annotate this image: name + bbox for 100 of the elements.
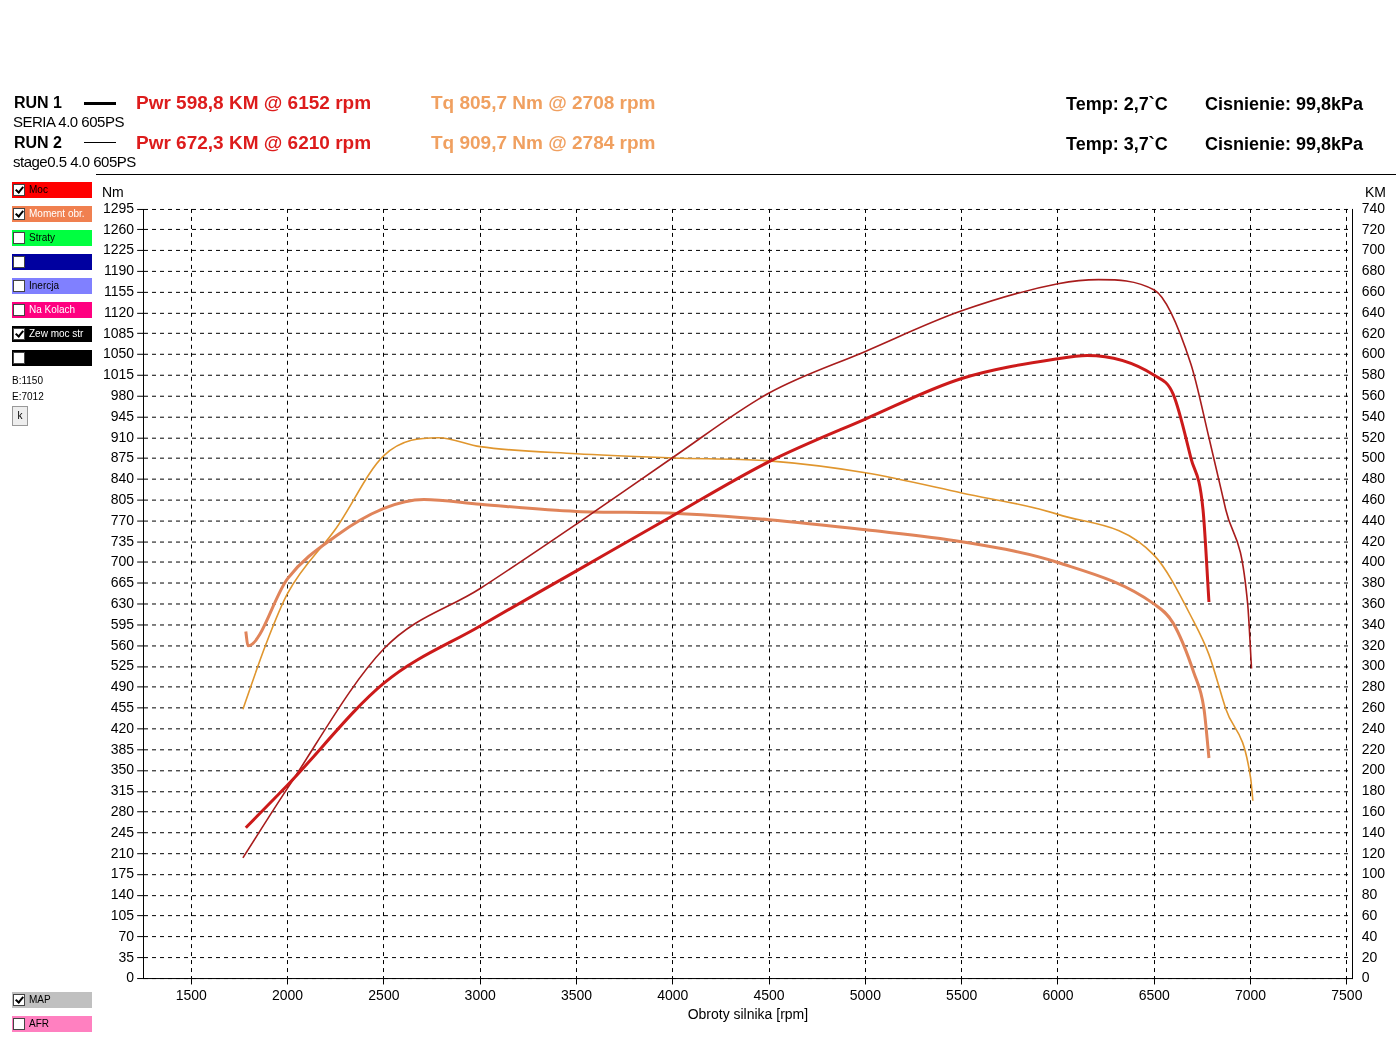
y2-tick-label: 480 <box>1361 470 1386 487</box>
y-tick-label: 875 <box>110 449 135 466</box>
y-tick-label: 245 <box>110 823 135 840</box>
y2-tick-label: 120 <box>1361 844 1386 861</box>
text: Pwr 598,8 KM @ 6152 rpm <box>136 92 372 114</box>
y-tick-label: 1260 <box>103 220 135 237</box>
y-tick-label: 980 <box>110 387 135 403</box>
y-tick-label: 945 <box>110 407 135 424</box>
y-tick-label: 1295 <box>103 199 135 216</box>
x-tick-label: 1500 <box>175 986 208 1003</box>
x-tick-label: 2500 <box>368 986 400 1003</box>
y2-tick-label: 40 <box>1361 927 1378 944</box>
y2-tick-label: 520 <box>1361 428 1386 445</box>
y2-tick-label: 640 <box>1361 303 1386 320</box>
y-tick-label: 175 <box>110 865 135 882</box>
x-tick-label: 4000 <box>657 986 689 1003</box>
y-tick-label: 1050 <box>103 345 135 362</box>
x-tick-label: 2000 <box>272 986 304 1003</box>
y-axis-title: Nm <box>102 183 124 200</box>
y-tick-label: 315 <box>110 782 135 799</box>
y-tick-label: 840 <box>110 470 135 487</box>
y2-tick-label: 660 <box>1361 283 1386 299</box>
y2-tick-label: 500 <box>1361 449 1386 466</box>
text: RUN 1 <box>14 94 63 112</box>
text: Na Kolach <box>29 304 76 315</box>
y2-tick-label: 620 <box>1361 324 1386 341</box>
y2-tick-label: 560 <box>1361 387 1386 403</box>
x-axis-title: Obroty silnika [rpm] <box>687 1006 809 1023</box>
x-tick-label: 3000 <box>464 986 496 1003</box>
x-tick-label: 7500 <box>1331 986 1363 1003</box>
x-tick-label: 7000 <box>1234 986 1267 1003</box>
y-tick-label: 0 <box>126 969 135 986</box>
y-tick-label: 70 <box>118 927 135 944</box>
text: SERIA 4.0 605PS <box>13 113 124 130</box>
y-tick-label: 140 <box>110 886 135 903</box>
y-tick-label: 560 <box>110 636 135 653</box>
text: E:7012 <box>12 391 44 402</box>
y2-tick-label: 200 <box>1361 761 1386 778</box>
y-tick-label: 385 <box>110 740 135 757</box>
x-tick-label: 5500 <box>946 986 978 1003</box>
y2-tick-label: 400 <box>1361 553 1386 570</box>
y2-axis-title: KM <box>1365 183 1386 200</box>
y2-tick-label: 300 <box>1361 657 1386 674</box>
y-tick-label: 910 <box>110 428 135 445</box>
text: Moc <box>29 184 48 195</box>
text: AFR <box>29 1018 49 1029</box>
y-tick-label: 105 <box>110 906 135 923</box>
line-series <box>244 498 1211 760</box>
y-tick-label: 1085 <box>103 324 135 341</box>
y2-tick-label: 340 <box>1361 615 1386 632</box>
y-tick-label: 1155 <box>104 283 135 299</box>
text: Straty <box>29 232 56 243</box>
x-tick-label: 6500 <box>1138 986 1171 1003</box>
y-tick-label: 595 <box>110 615 135 632</box>
y-tick-label: 420 <box>110 719 135 736</box>
y2-tick-label: 0 <box>1361 969 1370 986</box>
y-tick-label: 350 <box>110 761 135 778</box>
text: B:1150 <box>12 375 43 386</box>
line-series <box>242 436 1254 802</box>
y-tick-label: 665 <box>110 574 135 591</box>
text: Cisnienie: 99,8kPa <box>1205 94 1364 115</box>
y2-tick-label: 140 <box>1361 823 1386 840</box>
y2-tick-label: 260 <box>1361 698 1386 715</box>
y2-tick-label: 360 <box>1361 594 1386 611</box>
text: stage0.5 4.0 605PS <box>13 153 136 170</box>
y-tick-label: 210 <box>110 844 135 861</box>
y2-tick-label: 540 <box>1361 407 1386 424</box>
y-tick-label: 770 <box>110 511 135 528</box>
x-tick-label: 4500 <box>753 986 785 1003</box>
y-tick-label: 455 <box>110 698 135 715</box>
y-tick-label: 525 <box>110 657 135 674</box>
text: Tq 805,7 Nm @ 2708 rpm <box>431 92 656 114</box>
text: Pwr 672,3 KM @ 6210 rpm <box>136 132 372 154</box>
text: MAP <box>29 994 51 1005</box>
x-tick-label: 5000 <box>849 986 882 1003</box>
text: Moment obr. <box>29 208 85 219</box>
y-tick-label: 1225 <box>103 241 135 258</box>
y2-tick-label: 280 <box>1361 678 1386 695</box>
x-tick-label: 6000 <box>1042 986 1074 1003</box>
text: RUN 2 <box>14 134 63 152</box>
y2-tick-label: 440 <box>1361 511 1386 528</box>
text: Temp: 2,7`C <box>1066 94 1168 115</box>
y2-tick-label: 720 <box>1361 220 1386 237</box>
line-series <box>242 278 1253 859</box>
y-tick-label: 735 <box>110 532 135 549</box>
y-tick-label: 490 <box>110 678 135 695</box>
y-tick-label: 630 <box>110 594 135 611</box>
text: Temp: 3,7`C <box>1066 134 1168 155</box>
y2-tick-label: 700 <box>1361 241 1386 258</box>
y-tick-label: 1120 <box>104 303 135 320</box>
text: Cisnienie: 99,8kPa <box>1205 134 1364 155</box>
y2-tick-label: 420 <box>1361 532 1386 549</box>
x-tick-label: 3500 <box>560 986 593 1003</box>
y-tick-label: 700 <box>110 553 135 570</box>
y2-tick-label: 580 <box>1361 366 1386 383</box>
text: Inercja <box>29 280 60 291</box>
y2-tick-label: 600 <box>1361 345 1386 362</box>
y2-tick-label: 380 <box>1361 574 1386 591</box>
y2-tick-label: 80 <box>1361 886 1378 903</box>
y2-tick-label: 220 <box>1361 740 1386 757</box>
